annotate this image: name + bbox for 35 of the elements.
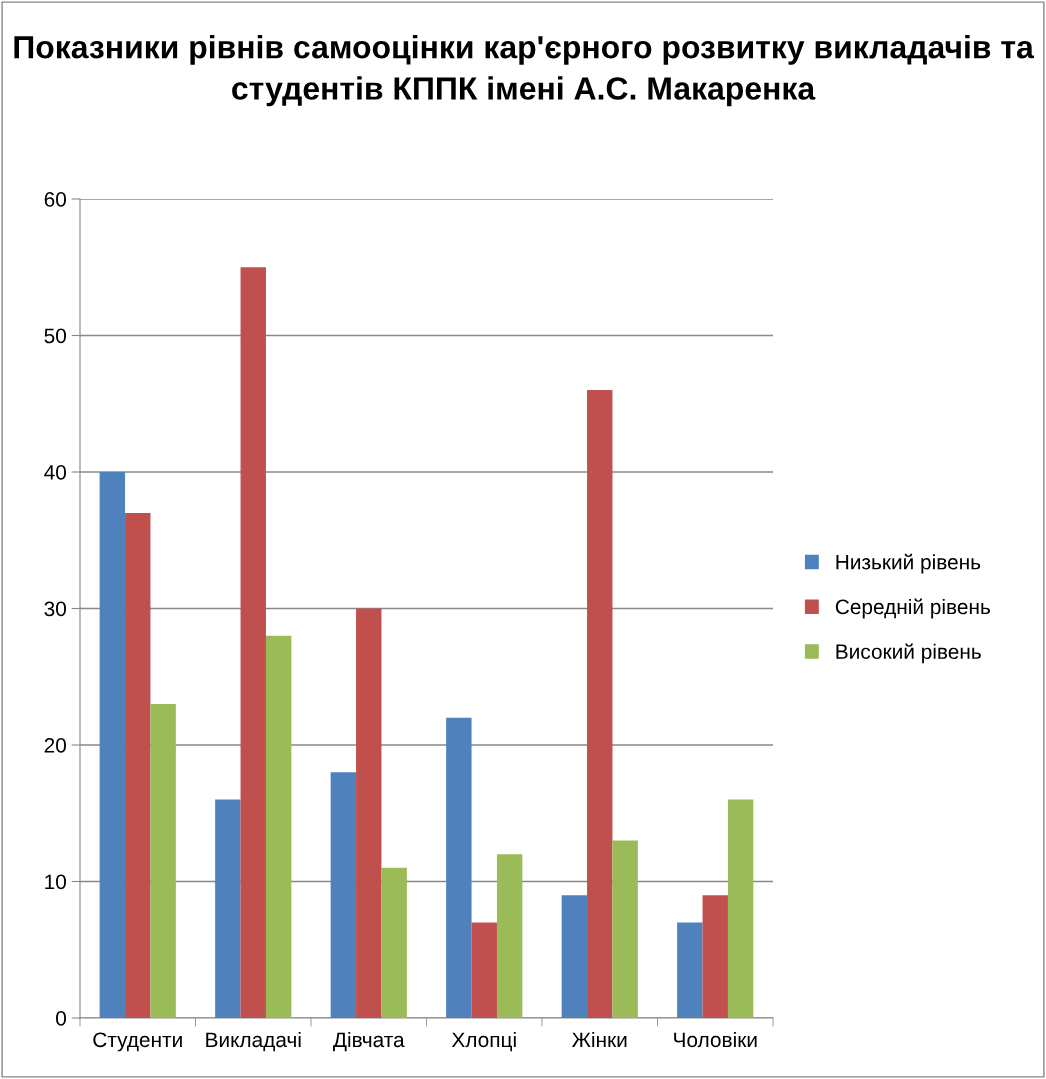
bar	[561, 895, 588, 1018]
bar	[471, 922, 497, 1018]
bar	[702, 895, 728, 1018]
x-tick-label: Чоловіки	[674, 1031, 757, 1048]
bar	[330, 772, 357, 1018]
bar	[125, 512, 151, 1018]
legend-label: Високий рівень	[836, 643, 981, 664]
x-tick-label: Дівчата	[333, 1031, 405, 1052]
chart-title: Показники рівнів самооцінки кар'єрного розвитку викладачів та студентів КППК імені А.С. Макаренка	[14, 35, 1034, 107]
x-tick-label: Жінки	[571, 1031, 627, 1047]
x-tick-label: Викладачі	[206, 1031, 301, 1052]
y-tick-label: 0	[56, 1011, 66, 1026]
y-tick-label: 50	[44, 328, 66, 344]
bar	[356, 608, 382, 1018]
x-tick-label: Хлопці	[451, 1031, 516, 1052]
bar	[727, 799, 754, 1018]
y-tick-label: 30	[44, 601, 66, 617]
bar	[265, 635, 292, 1018]
legend-label: Низький рівень	[836, 553, 981, 574]
bar	[612, 840, 638, 1018]
bar	[381, 867, 407, 1018]
y-tick-label: 40	[44, 465, 66, 480]
bar	[150, 704, 176, 1018]
y-tick-label: 10	[45, 874, 66, 890]
y-tick-label: 20	[44, 738, 66, 753]
x-tick-label: Студенти	[93, 1032, 182, 1052]
bar	[240, 267, 266, 1018]
legend-label: Середній рівень	[835, 598, 990, 619]
y-tick-label: 60	[44, 192, 66, 207]
bar	[446, 717, 472, 1018]
bar	[587, 390, 613, 1018]
bar	[496, 854, 523, 1018]
bar	[677, 922, 703, 1018]
bar	[99, 472, 126, 1018]
bar	[215, 799, 241, 1018]
